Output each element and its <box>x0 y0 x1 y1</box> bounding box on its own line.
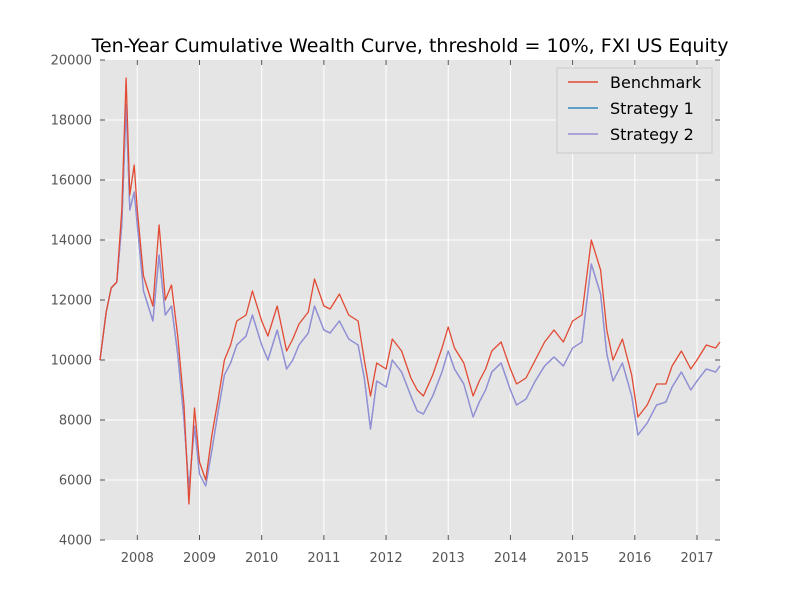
chart-title: Ten-Year Cumulative Wealth Curve, thresh… <box>91 35 729 57</box>
y-tick-label: 10000 <box>51 354 92 369</box>
y-tick-label: 16000 <box>51 174 92 189</box>
grid <box>100 60 720 540</box>
y-tick-label: 14000 <box>51 234 92 249</box>
x-tick-label: 2017 <box>680 551 713 566</box>
x-tick-labels: 2008 2009 2010 2011 2012 2013 2014 2015 2016 2017 <box>121 551 714 566</box>
legend-label-benchmark: Benchmark <box>610 73 702 92</box>
x-tick-label: 2009 <box>183 551 216 566</box>
y-tick-labels: 4000 6000 8000 10000 12000 14000 16000 18000 200… <box>51 54 92 549</box>
x-tick-label: 2013 <box>432 551 465 566</box>
legend-label-strategy-2: Strategy 2 <box>610 125 694 144</box>
x-tick-label: 2014 <box>494 551 527 566</box>
series-line-benchmark <box>99 77 721 505</box>
y-tick-label: 12000 <box>51 294 92 309</box>
x-tick-label: 2011 <box>307 551 340 566</box>
x-tick-label: 2012 <box>370 551 403 566</box>
tick-marks <box>100 59 720 541</box>
series-line-strategy-2 <box>99 104 721 490</box>
y-tick-label: 6000 <box>59 474 92 489</box>
legend-label-strategy-1: Strategy 1 <box>610 99 694 118</box>
legend: Benchmark Strategy 1 Strategy 2 <box>556 67 713 154</box>
x-tick-label: 2008 <box>121 551 154 566</box>
x-tick-label: 2010 <box>245 551 278 566</box>
x-tick-label: 2015 <box>556 551 589 566</box>
y-tick-label: 8000 <box>59 414 92 429</box>
y-tick-label: 18000 <box>51 114 92 129</box>
y-tick-label: 4000 <box>59 534 92 549</box>
series-lines <box>99 77 721 505</box>
y-tick-label: 20000 <box>51 54 92 69</box>
x-tick-label: 2016 <box>618 551 651 566</box>
